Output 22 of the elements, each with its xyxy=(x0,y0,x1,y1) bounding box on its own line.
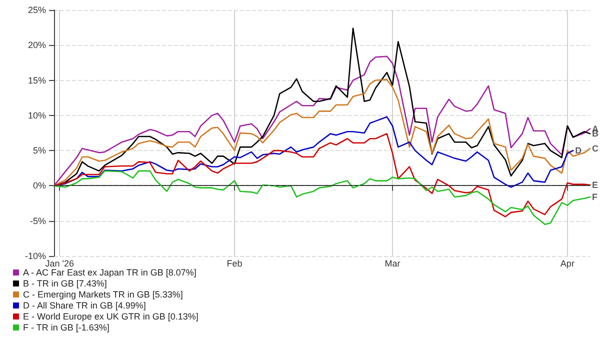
legend-label: A - AC Far East ex Japan TR in GB [8.07%] xyxy=(23,268,196,278)
x-tick-label: Mar xyxy=(384,258,400,268)
annotation: F xyxy=(592,192,598,202)
x-tick-label: Feb xyxy=(226,258,242,268)
legend-label: B - TR in GB [7.43%] xyxy=(23,278,107,288)
y-tick-label: 0% xyxy=(32,180,46,191)
x-tick-label: Jan '26 xyxy=(45,258,74,268)
legend-label: F - TR in GB [-1.63%] xyxy=(23,322,110,332)
legend-label: D - All Share TR in GB [4.99%] xyxy=(23,300,146,310)
y-tick-label: 25% xyxy=(28,5,46,15)
y-tick-label: 5% xyxy=(32,146,46,156)
y-tick-label: 20% xyxy=(28,40,46,50)
annotation: D xyxy=(575,146,582,156)
annotation: C xyxy=(592,143,599,154)
x-tick-label: Apr xyxy=(560,258,574,268)
y-tick-label: -5% xyxy=(30,216,46,226)
legend-label: E - World Europe ex UK GTR in GB [0.13%] xyxy=(23,312,198,322)
y-tick-label: 10% xyxy=(28,110,46,120)
annotation: E xyxy=(592,180,598,190)
y-tick-label: -10% xyxy=(24,251,46,261)
y-tick-label: 15% xyxy=(28,75,46,86)
legend-label: C - Emerging Markets TR in GB [5.33%] xyxy=(23,290,183,300)
